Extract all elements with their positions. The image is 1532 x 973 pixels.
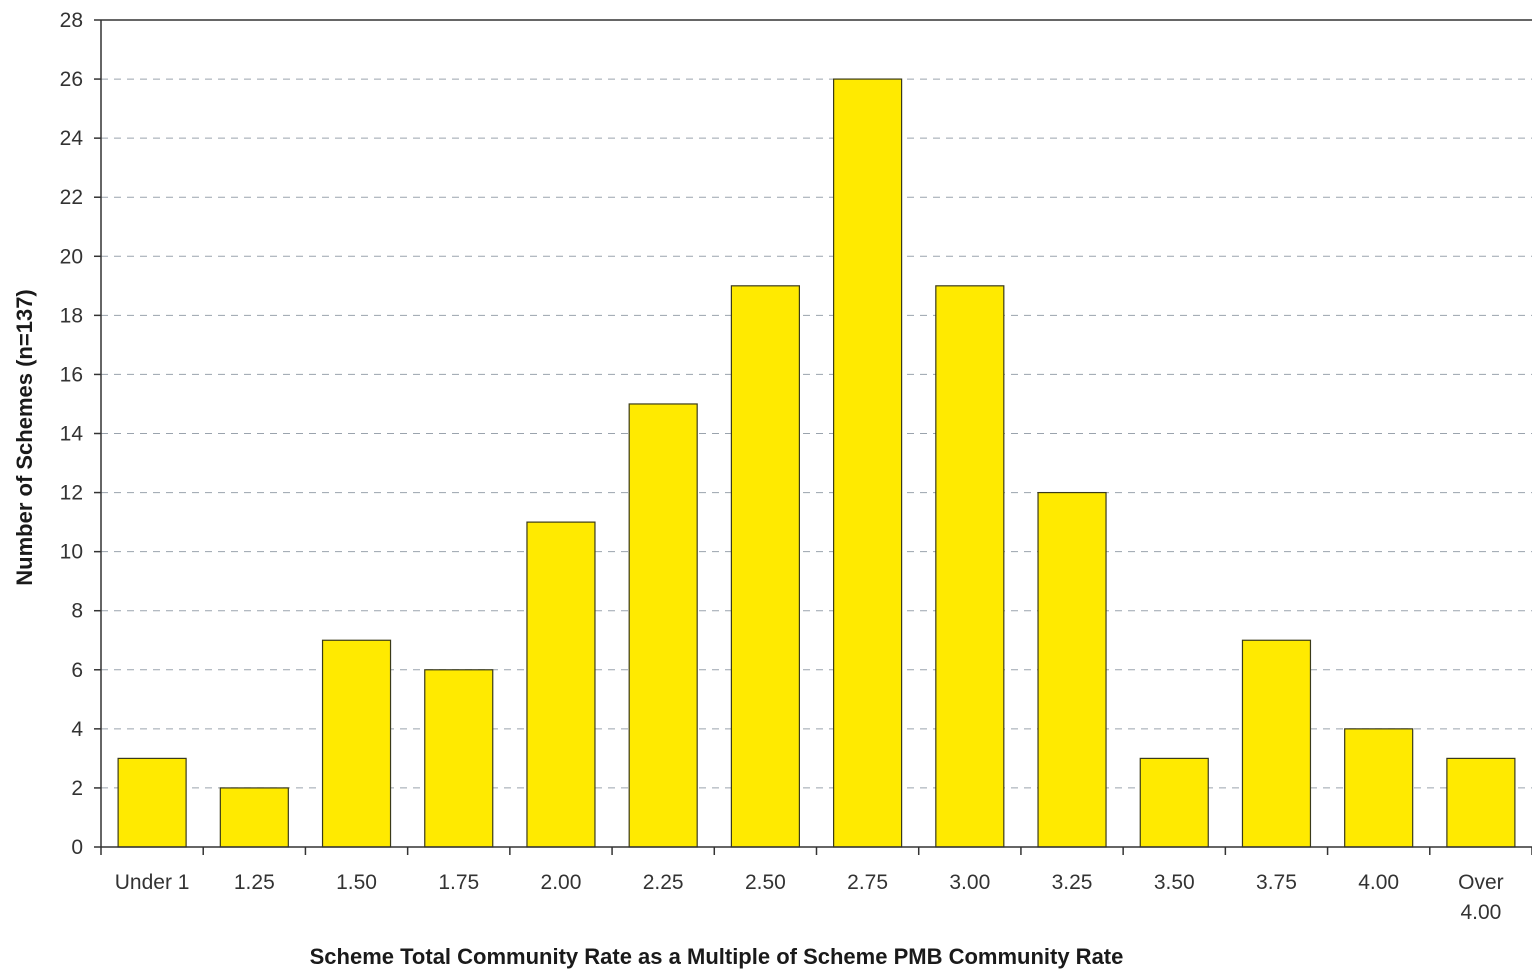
bar-1.25 xyxy=(219,787,289,848)
y-tick-label: 0 xyxy=(71,836,83,859)
bar-under-1 xyxy=(117,757,187,848)
y-tick-label: 10 xyxy=(60,541,83,564)
y-tick-label: 6 xyxy=(71,659,83,682)
x-tick-label: 2.25 xyxy=(643,871,684,894)
x-tick-label: Over 4.00 xyxy=(1458,871,1504,924)
y-tick-label: 2 xyxy=(71,777,83,800)
bar-3.25 xyxy=(1037,491,1107,848)
x-tick-label: 3.75 xyxy=(1256,871,1297,894)
y-tick-label: 12 xyxy=(60,482,83,505)
gridlines xyxy=(101,78,1532,789)
y-tick-label: 18 xyxy=(60,304,83,327)
x-tick-label: 3.25 xyxy=(1052,871,1093,894)
bar-3.00 xyxy=(935,285,1005,848)
x-tick-label: 1.75 xyxy=(438,871,479,894)
bar-2.75 xyxy=(833,78,903,848)
y-tick-label: 8 xyxy=(71,600,83,623)
y-tick-label: 4 xyxy=(71,718,83,741)
bar-1.50 xyxy=(321,639,392,848)
x-tick-label: 2.00 xyxy=(541,871,582,894)
bar-3.50 xyxy=(1139,757,1209,848)
bar-2.00 xyxy=(526,521,596,848)
x-tick-label: 2.75 xyxy=(847,871,888,894)
y-tick-label: 20 xyxy=(60,245,83,268)
y-tick-label: 26 xyxy=(60,68,83,91)
bar-2.50 xyxy=(730,285,800,848)
y-tick-label: 22 xyxy=(60,186,83,209)
bar-over-4.00 xyxy=(1446,757,1516,848)
bar-4.00 xyxy=(1344,728,1414,848)
y-axis-title: Number of Schemes (n=137) xyxy=(12,289,37,585)
x-axis-title: Scheme Total Community Rate as a Multipl… xyxy=(310,944,1124,969)
x-tick-label: 3.00 xyxy=(949,871,990,894)
bar-1.75 xyxy=(424,669,494,848)
y-tick-label: 14 xyxy=(60,423,84,446)
x-tick-label: 2.50 xyxy=(745,871,786,894)
bar-3.75 xyxy=(1241,639,1312,848)
bars xyxy=(117,78,1516,848)
x-ticks: Under 1 1.25 1.50 1.75 2.00 2.25 2.50 2.75 3.00 3… xyxy=(100,847,1532,924)
x-tick-label: 1.25 xyxy=(234,871,275,894)
bar-2.25 xyxy=(628,403,698,848)
y-tick-label: 16 xyxy=(60,363,83,386)
y-tick-label: 24 xyxy=(60,127,84,150)
x-tick-label: Under 1 xyxy=(115,871,190,894)
x-tick-label: 1.50 xyxy=(336,871,377,894)
x-tick-label: 4.00 xyxy=(1358,871,1399,894)
y-tick-label: 28 xyxy=(60,9,83,32)
x-tick-label: 3.50 xyxy=(1154,871,1195,894)
